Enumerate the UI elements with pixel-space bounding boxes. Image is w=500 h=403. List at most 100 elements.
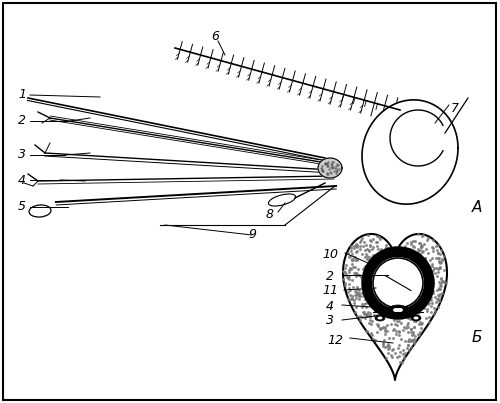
Point: [352, 286, 360, 293]
Point: [410, 250, 418, 256]
Point: [436, 291, 444, 297]
Point: [368, 301, 376, 307]
Text: 12: 12: [327, 334, 343, 347]
Point: [392, 291, 400, 297]
Point: [404, 338, 412, 344]
Point: [374, 250, 382, 257]
Point: [433, 247, 441, 253]
Point: [402, 272, 410, 278]
Point: [414, 248, 422, 254]
Point: [434, 292, 442, 299]
Point: [402, 268, 410, 275]
Point: [368, 294, 376, 300]
Point: [381, 297, 389, 303]
Point: [379, 340, 387, 347]
Point: [426, 303, 434, 310]
Point: [378, 275, 386, 282]
Point: [352, 292, 360, 299]
Point: [372, 233, 380, 239]
Point: [410, 318, 418, 324]
Point: [400, 354, 408, 361]
Point: [409, 312, 417, 318]
Point: [402, 325, 410, 331]
Point: [393, 304, 401, 310]
Point: [410, 324, 418, 331]
Point: [356, 239, 364, 245]
Point: [390, 317, 398, 324]
Point: [410, 238, 418, 244]
Point: [362, 274, 370, 280]
Point: [410, 340, 418, 347]
Text: Б: Б: [472, 330, 482, 345]
Point: [401, 262, 409, 269]
Text: 4: 4: [18, 174, 26, 187]
Point: [390, 273, 398, 280]
Point: [356, 243, 364, 249]
Point: [401, 243, 409, 249]
Text: 3: 3: [18, 148, 26, 162]
Ellipse shape: [411, 315, 421, 321]
Point: [355, 271, 363, 278]
Point: [368, 291, 376, 298]
Point: [402, 338, 409, 345]
Point: [395, 332, 403, 338]
Point: [393, 318, 401, 324]
Point: [371, 263, 379, 270]
Point: [382, 264, 390, 270]
Point: [352, 271, 360, 278]
Point: [423, 307, 431, 314]
Point: [348, 251, 356, 258]
Point: [435, 285, 443, 291]
Point: [411, 283, 419, 289]
Point: [416, 252, 424, 259]
Point: [344, 272, 352, 279]
Point: [414, 246, 422, 253]
Point: [360, 265, 368, 272]
Point: [390, 275, 398, 281]
Point: [370, 236, 378, 243]
Point: [354, 266, 362, 272]
Point: [410, 238, 418, 245]
Point: [434, 266, 442, 272]
Point: [366, 310, 374, 316]
Point: [362, 275, 370, 281]
Point: [376, 303, 384, 310]
Point: [366, 260, 374, 266]
Point: [352, 273, 360, 279]
Point: [358, 272, 366, 279]
Point: [396, 250, 404, 257]
Point: [374, 246, 382, 252]
Point: [347, 266, 355, 272]
Point: [395, 318, 403, 324]
Point: [408, 337, 416, 343]
Point: [407, 326, 415, 333]
Point: [410, 323, 418, 330]
Point: [376, 297, 384, 303]
Point: [368, 318, 376, 324]
Point: [392, 270, 400, 276]
Point: [426, 319, 434, 325]
Point: [412, 318, 420, 324]
Point: [400, 296, 408, 302]
Circle shape: [363, 248, 433, 318]
Point: [418, 295, 426, 302]
Point: [378, 297, 386, 304]
Point: [392, 252, 400, 259]
Point: [397, 287, 405, 293]
Point: [414, 293, 422, 299]
Point: [398, 264, 406, 271]
Point: [346, 287, 354, 294]
Point: [438, 258, 446, 265]
Point: [390, 282, 398, 289]
Point: [364, 253, 372, 259]
Point: [363, 328, 371, 334]
Point: [439, 278, 447, 284]
Point: [378, 253, 386, 260]
Point: [347, 248, 355, 254]
Point: [344, 274, 352, 281]
Point: [344, 296, 352, 302]
Point: [412, 262, 420, 268]
Point: [396, 359, 404, 366]
Point: [395, 341, 403, 348]
Point: [367, 268, 375, 274]
